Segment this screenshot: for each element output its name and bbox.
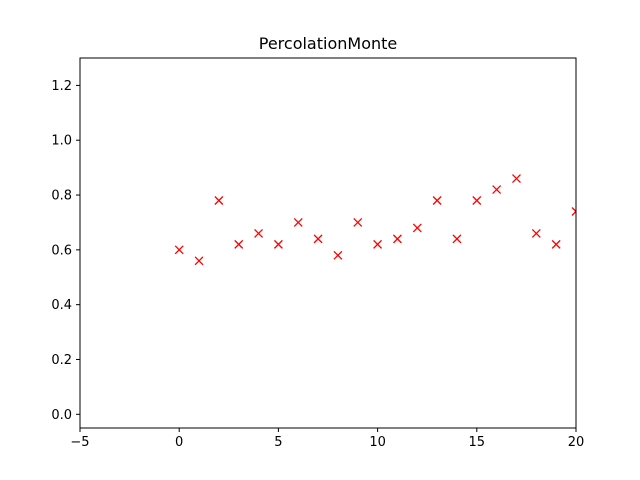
data-point [571, 207, 576, 216]
y-tick-label: 0.4 [51, 298, 72, 313]
y-tick-label: 1.2 [51, 79, 72, 94]
data-point [392, 234, 402, 244]
x-tick-label: 0 [175, 435, 183, 450]
data-point [452, 234, 462, 244]
chart-title: PercolationMonte [259, 34, 397, 53]
y-tick-label: 0.0 [51, 408, 72, 423]
data-point [412, 223, 422, 233]
data-point [333, 250, 343, 260]
y-axis: 0.0 0.2 0.4 0.6 0.8 1.0 1.2 [51, 79, 80, 423]
y-tick-label: 0.2 [51, 353, 72, 368]
data-points [174, 174, 576, 266]
x-tick-label: 15 [469, 435, 486, 450]
plot-frame [79, 57, 577, 429]
data-point [551, 239, 561, 249]
x-tick-label: 20 [568, 435, 585, 450]
data-point [313, 234, 323, 244]
data-point [174, 245, 184, 255]
data-point [512, 174, 521, 184]
data-point [214, 196, 224, 205]
data-point [492, 185, 502, 195]
y-tick-label: 0.6 [51, 243, 72, 258]
y-tick-label: 1.0 [51, 134, 72, 149]
data-point [353, 217, 363, 227]
y-tick-label: 0.8 [51, 189, 72, 204]
x-tick-label: 5 [274, 435, 282, 450]
data-point [373, 239, 383, 249]
data-point [293, 217, 303, 227]
x-axis: −5 0 5 10 15 20 [70, 428, 584, 450]
data-point [254, 228, 264, 238]
data-point [234, 239, 244, 249]
data-point [472, 196, 482, 205]
data-point [432, 196, 442, 205]
data-point [194, 256, 204, 266]
x-tick-label: −5 [70, 435, 89, 450]
data-point [273, 239, 283, 249]
data-point [531, 228, 541, 238]
x-tick-label: 10 [369, 435, 386, 450]
